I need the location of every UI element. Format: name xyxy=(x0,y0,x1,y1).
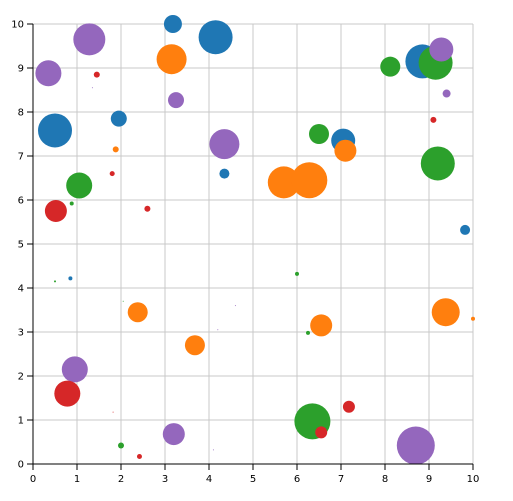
data-point xyxy=(109,171,115,177)
y-tick-label: 5 xyxy=(18,240,24,251)
y-tick-label: 8 xyxy=(18,108,24,119)
y-tick-label: 1 xyxy=(18,416,24,427)
x-tick-label: 2 xyxy=(118,474,124,485)
grid xyxy=(32,23,474,465)
data-point xyxy=(471,316,475,321)
data-point xyxy=(168,92,184,109)
x-tick-label: 10 xyxy=(467,474,480,485)
data-point xyxy=(209,129,240,160)
data-point xyxy=(35,60,62,87)
y-tick-label: 3 xyxy=(18,328,24,339)
data-point xyxy=(380,56,401,77)
data-point xyxy=(44,200,67,222)
data-point xyxy=(315,426,328,439)
data-point xyxy=(144,205,151,212)
data-point xyxy=(54,380,81,407)
data-point xyxy=(219,168,230,179)
data-point xyxy=(68,276,73,281)
x-tick-label: 9 xyxy=(426,474,432,485)
data-point xyxy=(306,330,310,335)
data-point xyxy=(342,400,355,413)
data-point xyxy=(163,15,182,33)
data-point xyxy=(267,166,300,199)
data-point xyxy=(73,23,106,56)
data-point xyxy=(38,113,72,148)
data-point xyxy=(127,302,148,323)
data-point xyxy=(295,271,299,276)
x-tick-label: 3 xyxy=(162,474,168,485)
x-tick-label: 5 xyxy=(250,474,256,485)
data-point xyxy=(110,110,127,127)
data-point xyxy=(310,314,333,337)
data-point xyxy=(69,201,74,206)
x-tick-label: 8 xyxy=(382,474,388,485)
data-point xyxy=(198,20,233,55)
y-tick-label: 7 xyxy=(18,152,24,163)
axes: 0 1 2 3 4 5 6 7 8 9 10 0 1 2 3 4 5 6 7 8 9 10 xyxy=(11,20,479,486)
y-tick-label: 10 xyxy=(11,20,24,31)
data-point xyxy=(291,162,328,199)
data-point xyxy=(460,224,471,235)
data-point xyxy=(309,124,329,144)
data-point xyxy=(156,44,187,75)
data-point xyxy=(54,280,56,283)
x-tick-label: 1 xyxy=(74,474,80,485)
data-point xyxy=(184,335,205,356)
data-point xyxy=(112,146,119,153)
data-point xyxy=(66,172,93,199)
y-tick-label: 2 xyxy=(18,372,24,383)
y-tick-label: 0 xyxy=(18,460,24,471)
x-tick-label: 6 xyxy=(294,474,300,485)
data-point xyxy=(430,116,437,123)
x-tick-label: 7 xyxy=(338,474,344,485)
data-point xyxy=(234,305,236,307)
data-point xyxy=(396,426,435,465)
data-point xyxy=(91,87,93,89)
data-point xyxy=(162,423,185,446)
data-point xyxy=(442,89,451,98)
bubbles xyxy=(35,15,475,465)
data-point xyxy=(93,71,100,78)
data-point xyxy=(334,139,357,162)
data-point xyxy=(136,454,142,460)
data-point xyxy=(420,146,455,181)
data-point xyxy=(429,37,454,62)
y-tick-label: 6 xyxy=(18,196,24,207)
data-point xyxy=(118,442,124,449)
x-tick-label: 0 xyxy=(30,474,36,485)
data-point xyxy=(112,411,114,413)
x-tick-label: 4 xyxy=(206,474,212,485)
data-point xyxy=(217,329,219,331)
data-point xyxy=(431,298,460,327)
data-point xyxy=(61,356,88,383)
y-tick-label: 4 xyxy=(18,284,24,295)
y-tick-label: 9 xyxy=(18,64,24,75)
data-point xyxy=(212,449,214,451)
data-point xyxy=(122,300,124,302)
